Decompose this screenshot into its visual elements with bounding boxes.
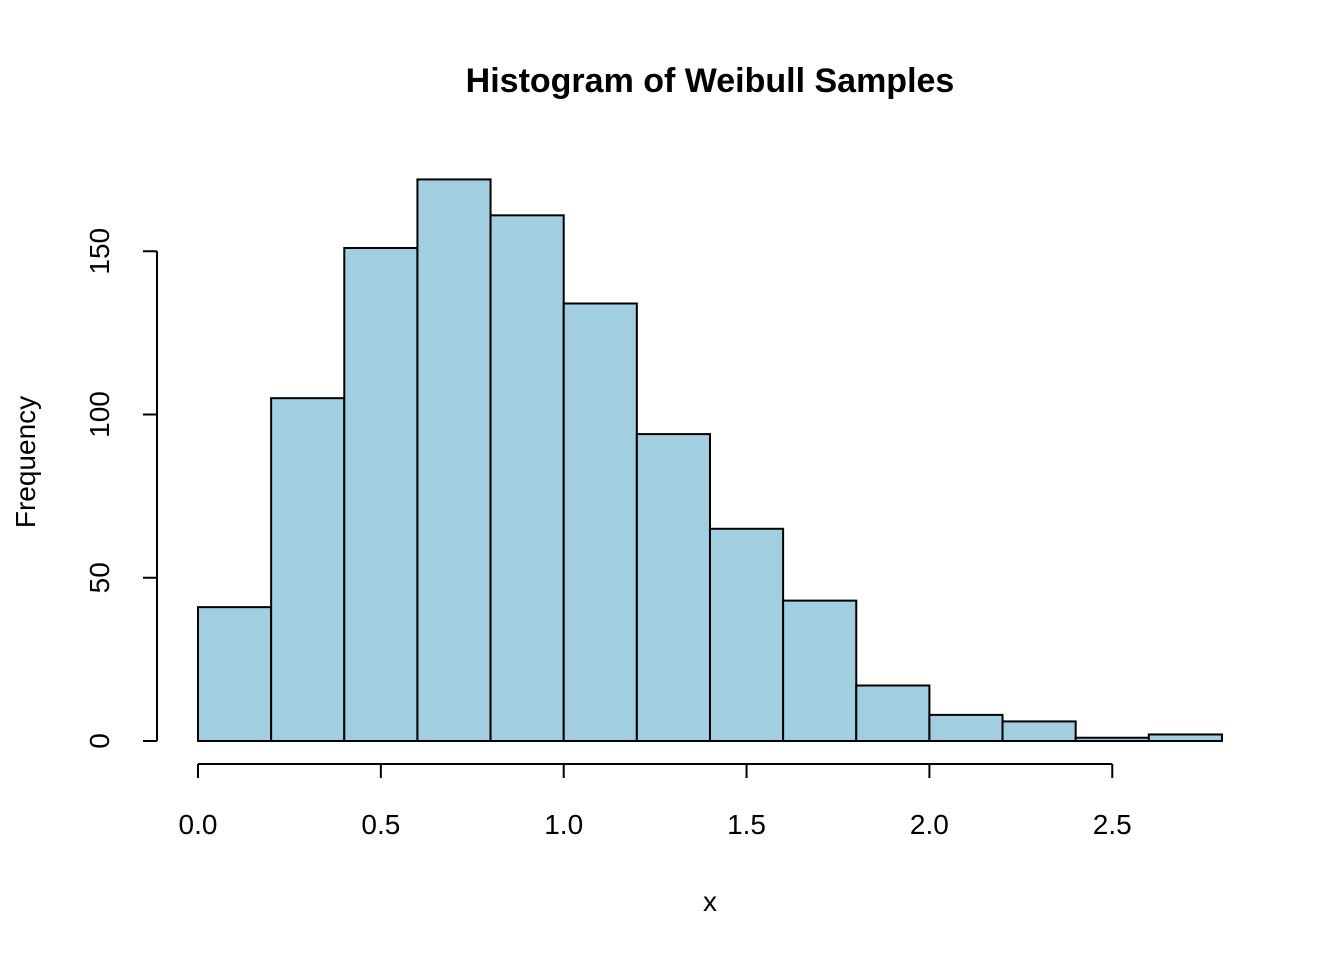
histogram-bar [708,527,785,743]
x-tick-label: 0.0 [179,809,218,840]
y-tick-label: 0 [84,733,115,749]
histogram-bar [782,599,858,742]
histogram-bar [1147,733,1223,742]
x-axis-label: x [703,886,717,917]
x-axis: 0.0 0.5 1.0 1.5 2.0 2.5 [179,763,1132,840]
histogram-bar [489,214,565,742]
histogram-bar [1074,736,1150,742]
x-tick-label: 2.0 [910,809,949,840]
x-tick-label: 1.5 [727,809,766,840]
histogram-bar [197,606,273,743]
x-tick-label: 0.5 [361,809,400,840]
y-tick-label: 50 [84,562,115,593]
x-tick-label: 1.0 [544,809,583,840]
histogram-bar [343,246,419,743]
y-tick-label: 100 [84,391,115,438]
histogram-bar [928,713,1004,743]
bars-group [197,178,1223,743]
x-tick-label: 2.5 [1093,809,1132,840]
histogram-bar [1001,720,1077,742]
histogram-bar [270,397,346,742]
histogram-bar [635,433,711,742]
y-axis-label: Frequency [10,396,41,528]
histogram-bar [562,302,638,742]
y-tick-label: 150 [84,228,115,275]
chart-title: Histogram of Weibull Samples [466,62,955,100]
y-axis: 0 50 100 150 [84,228,158,749]
histogram-bar [416,178,492,743]
histogram-bar [855,684,931,742]
